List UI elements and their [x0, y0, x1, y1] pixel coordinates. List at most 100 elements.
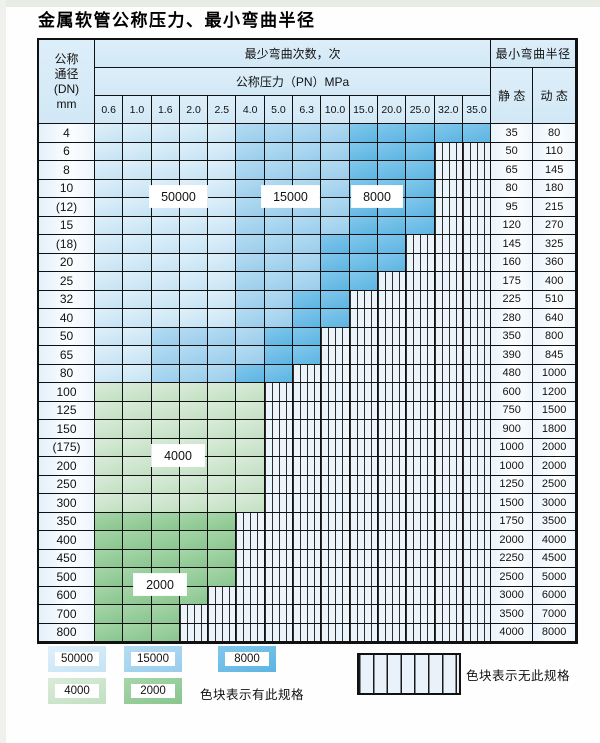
cell-available-2000: [179, 586, 209, 605]
cell-not-available: [377, 568, 407, 587]
cell-available-50000: [208, 198, 237, 217]
cell-available-8000: [406, 142, 435, 161]
cell-not-available: [321, 457, 350, 476]
dn-cell: 600: [39, 586, 95, 605]
dynamic-radius-cell: 7000: [533, 605, 577, 624]
cell-available-15000: [321, 179, 350, 198]
dynamic-radius-cell: 845: [533, 346, 577, 365]
cell-not-available: [264, 383, 294, 402]
cell-available-50000: [123, 327, 152, 346]
cell-available-15000: [236, 327, 265, 346]
cell-not-available: [236, 586, 265, 605]
dynamic-radius-cell: 360: [533, 253, 577, 272]
cell-not-available: [349, 383, 378, 402]
cell-available-4000: [95, 494, 124, 513]
legend-swatch-8000: 8000: [218, 646, 276, 672]
cell-not-available: [462, 605, 492, 624]
cell-not-available: [264, 494, 294, 513]
cell-not-available: [321, 420, 350, 439]
cell-available-4000: [179, 401, 209, 420]
cell-available-50000: [95, 216, 124, 235]
cell-available-50000: [95, 272, 124, 291]
cell-not-available: [377, 549, 407, 568]
cell-not-available: [349, 290, 378, 309]
zone-value-label: 15000: [262, 186, 319, 207]
cell-available-50000: [151, 161, 180, 180]
cell-not-available: [434, 438, 463, 457]
cell-not-available: [406, 383, 435, 402]
cell-available-2000: [151, 512, 180, 531]
cell-available-4000: [208, 494, 237, 513]
cell-available-50000: [123, 124, 152, 143]
dynamic-radius-cell: 110: [533, 142, 577, 161]
cell-available-8000: [434, 124, 463, 143]
cell-available-2000: [95, 586, 124, 605]
cell-not-available: [321, 383, 350, 402]
cell-not-available: [293, 457, 322, 476]
pressure-col-header: 15.0: [349, 96, 378, 124]
cell-not-available: [377, 438, 407, 457]
cell-available-2000: [95, 605, 124, 624]
cell-not-available: [377, 272, 407, 291]
cell-available-15000: [236, 309, 265, 328]
cell-not-available: [434, 253, 463, 272]
cell-available-50000: [151, 290, 180, 309]
cell-available-50000: [123, 235, 152, 254]
static-radius-cell: 1250: [491, 475, 534, 494]
cell-not-available: [462, 161, 492, 180]
cell-not-available: [236, 623, 265, 642]
static-radius-cell: 480: [491, 364, 534, 383]
cell-available-4000: [123, 494, 152, 513]
cell-available-4000: [208, 457, 237, 476]
cell-available-4000: [95, 438, 124, 457]
cell-available-8000: [406, 198, 435, 217]
cell-not-available: [434, 383, 463, 402]
cell-available-15000: [179, 346, 209, 365]
cell-available-4000: [95, 475, 124, 494]
static-radius-cell: 1500: [491, 494, 534, 513]
cell-available-2000: [95, 568, 124, 587]
cell-not-available: [349, 586, 378, 605]
static-radius-cell: 35: [491, 124, 534, 143]
cell-available-8000: [321, 290, 350, 309]
cell-available-50000: [123, 364, 152, 383]
cell-available-2000: [151, 549, 180, 568]
legend-swatch-15000: 15000: [124, 646, 182, 672]
page-edge-left: [0, 0, 6, 743]
cell-available-4000: [208, 438, 237, 457]
cell-available-50000: [95, 253, 124, 272]
cell-not-available: [434, 142, 463, 161]
dn-header-line: 公称: [54, 51, 79, 66]
cell-available-15000: [264, 142, 294, 161]
cell-available-50000: [151, 124, 180, 143]
cell-available-8000: [377, 216, 407, 235]
dn-header-line: (DN): [53, 81, 80, 96]
cell-not-available: [377, 420, 407, 439]
legend-swatch-2000: 2000: [124, 678, 182, 704]
cell-available-4000: [208, 475, 237, 494]
cell-not-available: [462, 420, 492, 439]
cell-available-50000: [208, 309, 237, 328]
dynamic-radius-cell: 180: [533, 179, 577, 198]
dn-cell: 32: [39, 290, 95, 309]
cell-available-8000: [293, 290, 322, 309]
cell-available-8000: [349, 235, 378, 254]
static-radius-cell: 390: [491, 346, 534, 365]
cell-available-8000: [406, 124, 435, 143]
cell-not-available: [349, 549, 378, 568]
cell-available-8000: [349, 124, 378, 143]
cell-not-available: [434, 457, 463, 476]
cell-available-50000: [151, 272, 180, 291]
cell-available-4000: [236, 420, 265, 439]
dynamic-radius-cell: 1200: [533, 383, 577, 402]
cell-available-15000: [208, 364, 237, 383]
dn-cell: 15: [39, 216, 95, 235]
cell-not-available: [377, 531, 407, 550]
bend-cycles-header: 最少弯曲次数，次: [95, 40, 492, 68]
cell-not-available: [179, 623, 209, 642]
cell-available-8000: [349, 253, 378, 272]
cell-available-15000: [151, 346, 180, 365]
dynamic-radius-cell: 4000: [533, 531, 577, 550]
cell-available-8000: [377, 235, 407, 254]
cell-available-15000: [151, 364, 180, 383]
